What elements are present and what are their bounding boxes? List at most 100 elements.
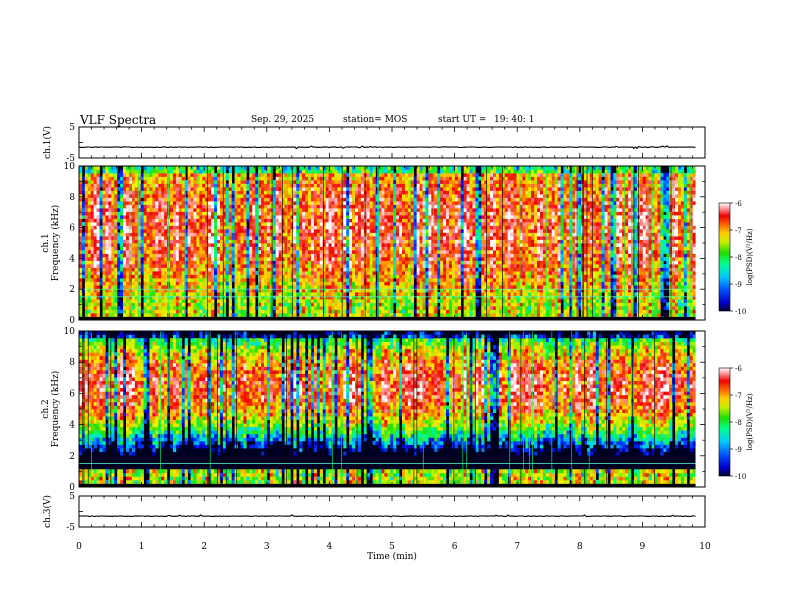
spectrogram-cell — [263, 313, 268, 317]
spectrogram-cell — [90, 190, 94, 195]
spectrogram-cell — [178, 201, 183, 205]
spectrogram-cell — [120, 187, 124, 191]
spectrogram-cell — [143, 201, 147, 205]
spectrogram-cell — [278, 292, 282, 296]
spectrogram-cell — [357, 201, 362, 205]
spectrogram-cell — [217, 187, 221, 191]
spectrogram-cell — [384, 187, 388, 191]
spectrogram-cell — [360, 309, 365, 314]
spectrogram-cell — [319, 306, 324, 310]
spectrogram-cell — [161, 222, 165, 226]
spectrogram-cell — [372, 229, 376, 233]
spectrogram-cell — [331, 211, 335, 216]
spectrogram-cell — [228, 187, 232, 191]
spectrogram-cell — [310, 169, 315, 174]
spectrogram-cell — [337, 302, 341, 307]
spectrogram-cell — [90, 299, 94, 303]
spectrogram-cell — [125, 285, 130, 289]
spectrogram-cell — [284, 169, 288, 174]
spectrogram-cell — [170, 306, 174, 310]
spectrogram-cell — [175, 190, 180, 195]
spectrogram-cell — [284, 232, 288, 237]
spectrogram-cell — [337, 176, 341, 181]
spectrogram-cell — [99, 225, 103, 230]
spectrogram-cell — [175, 302, 180, 307]
spectrogram-cell — [181, 288, 186, 293]
spectrogram-cell — [161, 211, 165, 216]
spectrogram-cell — [196, 222, 200, 226]
spectrogram-cell — [261, 183, 265, 188]
spectrogram-cell — [281, 176, 285, 181]
spectrogram-cell — [79, 285, 83, 289]
spectrogram-cell — [272, 271, 277, 275]
spectrogram-cell — [96, 253, 100, 258]
spectrogram-cell — [266, 253, 271, 258]
spectrogram-cell — [384, 267, 388, 272]
spectrogram-cell — [222, 302, 227, 307]
spectrogram-cell — [360, 197, 365, 202]
spectrogram-cell — [352, 285, 356, 289]
spectrogram-cell — [123, 225, 127, 230]
spectrogram-cell — [175, 271, 180, 275]
spectrogram-cell — [357, 243, 362, 247]
spectrogram-cell — [407, 194, 412, 198]
spectrogram-cell — [105, 204, 109, 209]
spectrogram-cell — [178, 250, 183, 254]
spectrogram-cell — [146, 257, 150, 261]
spectrogram-cell — [234, 169, 238, 174]
spectrogram-cell — [128, 306, 133, 310]
spectrogram-cell — [352, 211, 356, 216]
spectrogram-cell — [240, 260, 244, 265]
spectrogram-cell — [102, 299, 106, 303]
spectrogram-cell — [334, 285, 338, 289]
spectrogram-cell — [149, 281, 153, 286]
spectrogram-cell — [360, 278, 365, 282]
spectrogram-cell — [325, 295, 329, 300]
spectrogram-cell — [269, 187, 274, 191]
spectrogram-cell — [208, 302, 212, 307]
spectrogram-cell — [337, 169, 341, 174]
spectrogram-cell — [190, 187, 194, 191]
spectrogram-cell — [305, 271, 309, 275]
spectrogram-cell — [93, 271, 97, 275]
spectrogram-cell — [328, 208, 332, 212]
spectrogram-cell — [79, 292, 83, 296]
spectrogram-cell — [184, 204, 188, 209]
spectrogram-cell — [404, 253, 409, 258]
spectrogram-cell — [263, 183, 268, 188]
spectrogram-cell — [401, 253, 406, 258]
spectrogram-cell — [258, 166, 262, 170]
spectrogram-cell — [131, 292, 136, 296]
spectrogram-cell — [360, 222, 365, 226]
spectrogram-cell — [305, 173, 309, 177]
spectrogram-cell — [184, 239, 188, 244]
spectrogram-cell — [143, 173, 147, 177]
spectrogram-cell — [155, 232, 159, 237]
spectrogram-cell — [205, 211, 209, 216]
spectrogram-cell — [331, 180, 335, 184]
spectrogram-cell — [114, 218, 118, 223]
spectrogram-cell — [146, 278, 150, 282]
spectrogram-cell — [384, 278, 388, 282]
spectrogram-cell — [208, 176, 212, 181]
spectrogram-cell — [313, 264, 318, 268]
spectrogram-cell — [90, 173, 94, 177]
spectrogram-cell — [152, 236, 156, 240]
spectrogram-cell — [187, 250, 191, 254]
spectrogram-cell — [90, 225, 94, 230]
spectrogram-cell — [401, 187, 406, 191]
spectrogram-cell — [125, 236, 130, 240]
spectrogram-cell — [243, 260, 247, 265]
spectrogram-cell — [384, 260, 388, 265]
spectrogram-cell — [255, 243, 259, 247]
spectrogram-cell — [261, 190, 265, 195]
spectrogram-cell — [164, 246, 168, 251]
spectrogram-cell — [313, 302, 318, 307]
spectrogram-cell — [178, 306, 183, 310]
spectrogram-cell — [208, 194, 212, 198]
spectrogram-cell — [360, 239, 365, 244]
spectrogram-cell — [328, 267, 332, 272]
spectrogram-cell — [399, 229, 403, 233]
spectrogram-cell — [231, 253, 235, 258]
spectrogram-cell — [231, 257, 235, 261]
